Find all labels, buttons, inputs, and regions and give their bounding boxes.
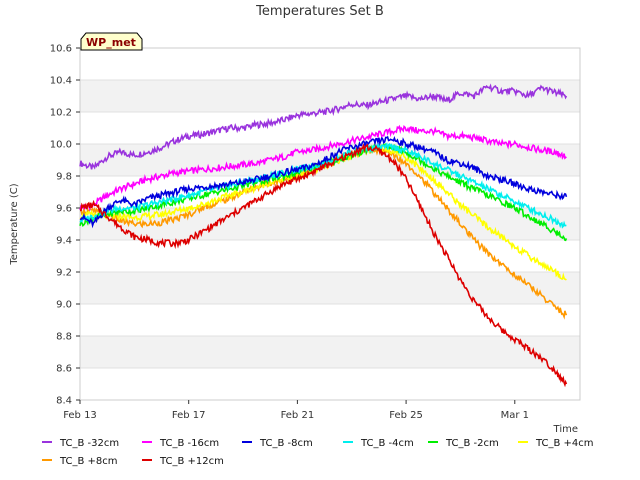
x-tick-label: Feb 13 [63,410,97,421]
legend-label: TC_B -16cm [159,438,219,449]
x-tick-label: Feb 21 [281,410,315,421]
legend-item: TC_B -2cm [428,438,499,449]
series-line-tc-b-16cm [79,124,567,212]
y-tick-label: 10.0 [50,140,72,151]
legend-item: TC_B -4cm [343,438,414,449]
legend: TC_B -32cm TC_B -16cm TC_B -8cm TC_B -4cm TC… [42,438,594,467]
y-tick-label: 9.6 [56,204,72,215]
badge-label: WP_met [86,36,136,49]
plot-band [80,80,580,112]
y-tick-label: 8.8 [56,332,72,343]
wp-met-badge: WP_met [80,32,143,51]
y-tick-label: 8.4 [56,396,72,407]
legend-label: TC_B -4cm [360,438,414,449]
x-tick-label: Feb 17 [172,410,206,421]
legend-item: TC_B +12cm [142,456,224,467]
legend-item: TC_B +8cm [42,456,118,467]
y-tick-label: 9.4 [56,236,72,247]
series-line-tc-b-4cm [79,144,567,281]
legend-item: TC_B -8cm [242,438,313,449]
series-line-tc-b-32cm [79,83,568,170]
plot-bands [80,47,580,401]
x-tick-label: Mar 1 [501,410,529,421]
y-axis: 8.4 8.6 8.8 9.0 9.2 9.4 9.6 9.8 10.0 10.2 10.4 10.6 [50,44,80,407]
legend-item: TC_B -32cm [42,438,119,449]
x-axis: Feb 13 Feb 17 Feb 21 Feb 25 Mar 1 [63,400,529,421]
legend-label: TC_B -2cm [445,438,499,449]
y-tick-label: 10.2 [50,108,72,119]
series-layer [79,83,568,388]
y-tick-label: 10.6 [50,44,72,55]
plot-band [80,272,580,304]
y-axis-label: Temperature (C) [9,183,20,265]
series-line-tc-b-12cm [79,143,568,388]
plot-band [80,336,580,368]
legend-label: TC_B -32cm [59,438,119,449]
legend-label: TC_B +12cm [159,456,224,467]
x-axis-label: Time [553,424,578,435]
legend-label: TC_B -8cm [259,438,313,449]
series-line-tc-b-8cm [79,135,568,229]
y-tick-label: 9.2 [56,268,72,279]
legend-label: TC_B +8cm [59,456,118,467]
legend-item: TC_B +4cm [518,438,594,449]
y-tick-label: 9.8 [56,172,72,183]
legend-label: TC_B +4cm [535,438,594,449]
chart-title: Temperatures Set B [255,4,384,19]
legend-item: TC_B -16cm [142,438,219,449]
y-tick-label: 9.0 [56,300,72,311]
x-tick-label: Feb 25 [389,410,423,421]
y-tick-label: 8.6 [56,364,72,375]
y-tick-label: 10.4 [50,76,72,87]
